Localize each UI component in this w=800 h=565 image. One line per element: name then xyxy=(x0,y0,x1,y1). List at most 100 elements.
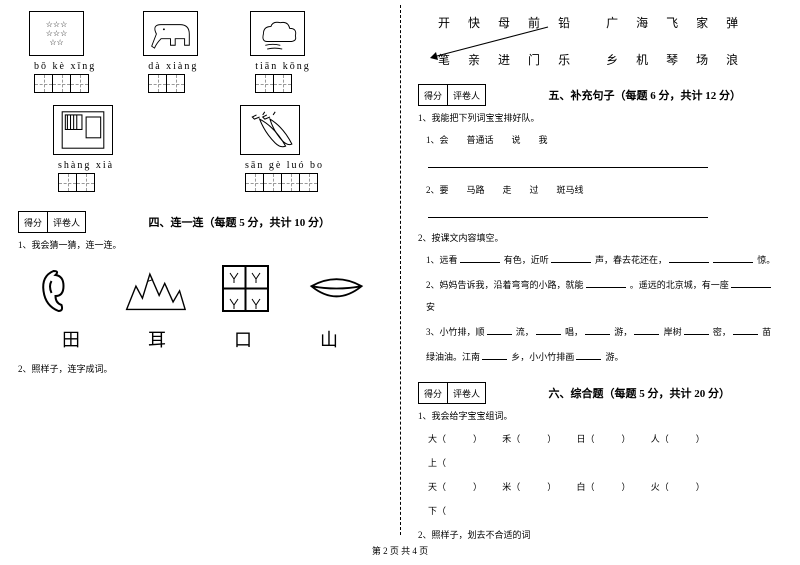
t: 声，春去花还在， xyxy=(595,255,667,265)
carrot-icon xyxy=(244,109,296,151)
write-grid-5[interactable] xyxy=(245,173,318,192)
w: 场 xyxy=(696,51,708,68)
score-box-4: 得分 评卷人 xyxy=(18,211,86,233)
t: 苗 xyxy=(762,327,771,337)
img-stars: ☆☆☆☆☆☆☆☆ xyxy=(29,11,84,56)
group-stars: ☆☆☆☆☆☆☆☆ bō kè xīng xyxy=(24,8,96,96)
b[interactable] xyxy=(551,253,591,263)
q5-1-1: 1、会 普通话 说 我 xyxy=(426,129,782,151)
t: 绿油油。江南 xyxy=(426,352,480,362)
w: 琴 xyxy=(666,51,678,68)
blank-line-2[interactable] xyxy=(426,204,782,226)
c[interactable]: 白（ ） xyxy=(577,475,649,499)
group-carrot: sān gè luó bo xyxy=(235,102,324,195)
write-grid-2[interactable] xyxy=(148,74,185,93)
t: 惊。 xyxy=(757,255,775,265)
c[interactable]: 禾（ ） xyxy=(502,427,574,451)
pinyin-1: bō kè xīng xyxy=(34,61,96,72)
right-column: 开 快 母 前 铅 广 海 飞 家 弹 笔 亲 进 门 乐 乡 机 琴 场 浪 xyxy=(400,0,800,540)
b[interactable] xyxy=(684,325,709,335)
b[interactable] xyxy=(669,253,709,263)
q5-2: 2、按课文内容填空。 xyxy=(418,231,782,244)
b[interactable] xyxy=(536,325,561,335)
mouth-icon xyxy=(304,261,369,316)
b[interactable] xyxy=(487,325,512,335)
t: 乡，小小竹排画 xyxy=(511,352,574,362)
char-tian: 田 xyxy=(62,326,80,352)
char-shan: 山 xyxy=(320,326,338,352)
score-box-6: 得分 评卷人 xyxy=(418,382,486,404)
b[interactable] xyxy=(733,325,758,335)
t: 有色，近听 xyxy=(504,255,549,265)
elephant-icon xyxy=(147,15,194,52)
b[interactable] xyxy=(731,278,771,288)
q5-2-3b: 绿油油。江南 乡，小小竹排画 游。 xyxy=(426,346,782,368)
b[interactable] xyxy=(713,253,753,263)
section-5-title: 五、补充句子（每题 6 分，共计 12 分） xyxy=(549,90,742,102)
q5-2-1: 1、远看 有色，近听 声，春去花还在， 惊。 xyxy=(426,249,782,271)
match-chars: 田 耳 口 山 xyxy=(28,326,372,352)
img-sky xyxy=(250,11,305,56)
w: 广 xyxy=(606,14,618,31)
t: 唱， xyxy=(565,327,583,337)
mountain-icon xyxy=(122,261,187,316)
q6-1: 1、我会给字宝宝组词。 xyxy=(418,409,782,422)
stars-icon: ☆☆☆☆☆☆☆☆ xyxy=(33,15,80,52)
pinyin-3: tiān kōng xyxy=(255,61,311,72)
q4-1: 1、我会猜一猜，连一连。 xyxy=(18,238,382,251)
w: 乐 xyxy=(558,51,570,68)
c[interactable]: 上（ xyxy=(428,451,500,475)
img-elephant xyxy=(143,11,198,56)
score-label: 得分 xyxy=(419,85,448,105)
t: 。遥远的北京城，有一座 xyxy=(630,280,729,290)
w: 铅 xyxy=(558,14,570,31)
c[interactable]: 火（ ） xyxy=(651,475,723,499)
b[interactable] xyxy=(585,325,610,335)
c[interactable]: 人（ ） xyxy=(651,427,723,451)
page-container: ☆☆☆☆☆☆☆☆ bō kè xīng dà xiàng xyxy=(0,0,800,540)
left-column: ☆☆☆☆☆☆☆☆ bō kè xīng dà xiàng xyxy=(0,0,400,540)
t: 1、远看 xyxy=(426,255,458,265)
c[interactable]: 下（ xyxy=(428,499,500,523)
q5-1-2: 2、要 马路 走 过 斑马线 xyxy=(426,179,782,201)
fill-row-2: 天（ ） 米（ ） 白（ ） 火（ ） 下（ xyxy=(418,475,782,523)
b[interactable] xyxy=(482,350,507,360)
q5-1: 1、我能把下列词宝宝排好队。 xyxy=(418,111,782,124)
group-updown: shàng xià xyxy=(48,102,118,195)
pinyin-4: shàng xià xyxy=(58,160,118,171)
page-footer: 第 2 页 共 4 页 xyxy=(0,540,800,557)
write-grid-1[interactable] xyxy=(34,74,89,93)
w: 海 xyxy=(636,14,648,31)
b[interactable] xyxy=(634,325,659,335)
char-kou: 口 xyxy=(234,326,252,352)
t: 游。 xyxy=(606,352,624,362)
c[interactable]: 天（ ） xyxy=(428,475,500,499)
b[interactable] xyxy=(576,350,601,360)
cloud-icon xyxy=(254,15,301,52)
c[interactable]: 日（ ） xyxy=(577,427,649,451)
w: 家 xyxy=(696,14,708,31)
score-label: 得分 xyxy=(19,212,48,232)
w: 机 xyxy=(636,51,648,68)
ear-icon xyxy=(31,261,96,316)
write-grid-4[interactable] xyxy=(58,173,95,192)
c[interactable]: 大（ ） xyxy=(428,427,500,451)
t: 密， xyxy=(713,327,731,337)
write-grid-3[interactable] xyxy=(255,74,292,93)
t: 流， xyxy=(516,327,534,337)
b[interactable] xyxy=(460,253,500,263)
w: 弹 xyxy=(726,14,738,31)
score-label: 得分 xyxy=(419,383,448,403)
grader-label: 评卷人 xyxy=(48,212,85,232)
q5-2-2: 2、妈妈告诉我，沿着弯弯的小路，就能 。遥远的北京城，有一座 安 xyxy=(426,274,782,318)
blank-line-1[interactable] xyxy=(426,154,782,176)
grader-label: 评卷人 xyxy=(448,383,485,403)
match-icons xyxy=(18,261,382,316)
w: 飞 xyxy=(666,14,678,31)
t: 3、小竹排，顺 xyxy=(426,327,485,337)
t: 安 xyxy=(426,302,435,312)
group-elephant: dà xiàng xyxy=(138,8,203,96)
c[interactable]: 米（ ） xyxy=(502,475,574,499)
fill-row-1: 大（ ） 禾（ ） 日（ ） 人（ ） 上（ xyxy=(418,427,782,475)
b[interactable] xyxy=(586,278,626,288)
